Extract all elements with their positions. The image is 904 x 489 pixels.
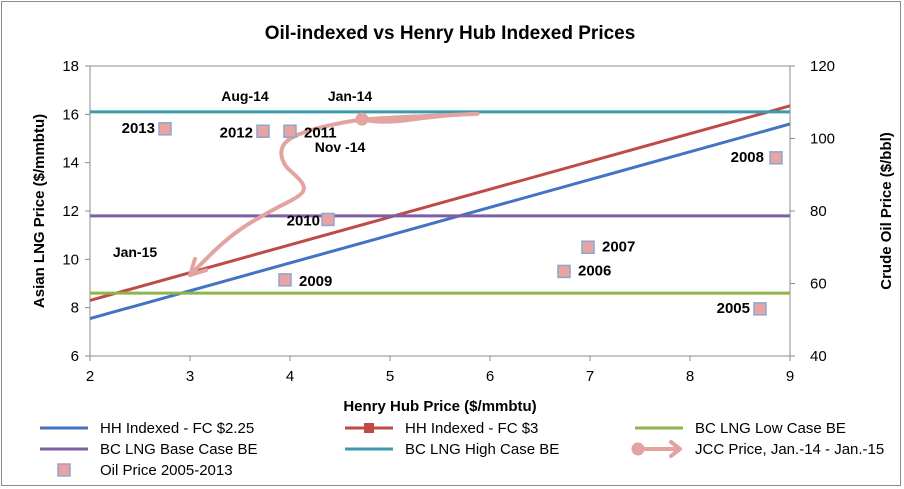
- x-tick-label: 3: [186, 368, 194, 385]
- x-tick-label: 5: [386, 368, 394, 385]
- y-tick-label: 12: [62, 203, 79, 220]
- legend-label: Oil Price 2005-2013: [100, 462, 233, 479]
- series-line: [90, 122, 790, 320]
- y-tick-label: 16: [62, 106, 79, 123]
- legend-item: JCC Price, Jan.-14 - Jan.-15: [631, 440, 884, 458]
- legend-label: BC LNG Low Case BE: [695, 420, 846, 437]
- y2-tick-label: 80: [810, 203, 827, 220]
- legend-item: BC LNG Base Case BE: [40, 441, 258, 458]
- x-tick-label: 2: [86, 368, 94, 385]
- legend-label: BC LNG High Case BE: [405, 441, 559, 458]
- oil-price-year-label: 2006: [578, 262, 611, 279]
- oil-price-marker: [283, 124, 297, 138]
- y-tick-label: 6: [71, 348, 79, 365]
- oil-price-year-label: 2013: [122, 120, 155, 137]
- y-tick-label: 18: [62, 58, 79, 75]
- legend-item: BC LNG High Case BE: [345, 441, 559, 458]
- chart-title: Oil-indexed vs Henry Hub Indexed Prices: [265, 23, 636, 44]
- jcc-path: [188, 111, 480, 278]
- legend-item: HH Indexed - FC $2.25: [40, 420, 254, 437]
- legend-label: JCC Price, Jan.-14 - Jan.-15: [695, 441, 884, 458]
- legend-swatch-dot: [631, 442, 645, 456]
- legend: HH Indexed - FC $2.25 HH Indexed - FC $3 B…: [40, 420, 884, 479]
- oil-price-marker: [753, 302, 767, 316]
- oil-price-year-label: 2012: [220, 124, 253, 141]
- jcc-date-annotation: Jan-15: [113, 244, 158, 260]
- legend-label: HH Indexed - FC $3: [405, 420, 538, 437]
- oil-price-marker: [158, 122, 172, 136]
- y-axis-label: Asian LNG Price ($/mmbtu): [31, 114, 48, 308]
- x-tick-label: 8: [686, 368, 694, 385]
- jcc-date-annotation: Nov -14: [315, 139, 366, 155]
- oil-price-marker: [769, 151, 783, 165]
- oil-price-marker: [321, 212, 335, 227]
- y2-tick-label: 60: [810, 276, 827, 293]
- jcc-arrowhead: [188, 256, 209, 278]
- y2-tick-label: 120: [810, 58, 835, 75]
- jcc-date-annotation: Jan-14: [328, 88, 373, 104]
- oil-price-year-label: 2008: [731, 149, 764, 166]
- y2-axis-label: Crude Oil Price ($/bbl): [878, 132, 895, 290]
- oil-price-marker: [278, 273, 292, 287]
- legend-swatch-marker: [364, 423, 374, 433]
- jcc-date-annotation: Aug-14: [221, 88, 269, 104]
- oil-price-marker: [256, 124, 270, 138]
- oil-price-year-label: 2005: [717, 300, 750, 317]
- oil-price-year-label: 2011: [304, 124, 337, 141]
- legend-item: BC LNG Low Case BE: [635, 420, 846, 437]
- legend-item: Oil Price 2005-2013: [57, 462, 233, 479]
- oil-price-marker: [557, 264, 571, 279]
- oil-price-year-label: 2007: [602, 238, 635, 255]
- x-tick-label: 4: [286, 368, 294, 385]
- x-tick-label: 7: [586, 368, 594, 385]
- x-axis-label: Henry Hub Price ($/mmbtu): [343, 398, 536, 415]
- x-tick-label: 6: [486, 368, 494, 385]
- legend-label: HH Indexed - FC $2.25: [100, 420, 254, 437]
- legend-label: BC LNG Base Case BE: [100, 441, 258, 458]
- x-tick-label: 9: [786, 368, 794, 385]
- y2-tick-label: 40: [810, 348, 827, 365]
- legend-swatch-marker: [57, 463, 71, 477]
- y2-tick-label: 100: [810, 131, 835, 148]
- y-tick-label: 14: [62, 155, 79, 172]
- oil-price-year-label: 2009: [299, 273, 332, 290]
- oil-price-year-label: 2010: [287, 212, 320, 229]
- legend-item: HH Indexed - FC $3: [345, 420, 538, 437]
- series-line: [90, 104, 790, 302]
- y-tick-label: 8: [71, 300, 79, 317]
- y-tick-label: 10: [62, 251, 79, 268]
- legend-swatch-arrowhead: [669, 440, 682, 458]
- jcc-start-dot: [355, 112, 369, 126]
- plot-area: [89, 65, 791, 357]
- oil-price-marker: [581, 240, 595, 254]
